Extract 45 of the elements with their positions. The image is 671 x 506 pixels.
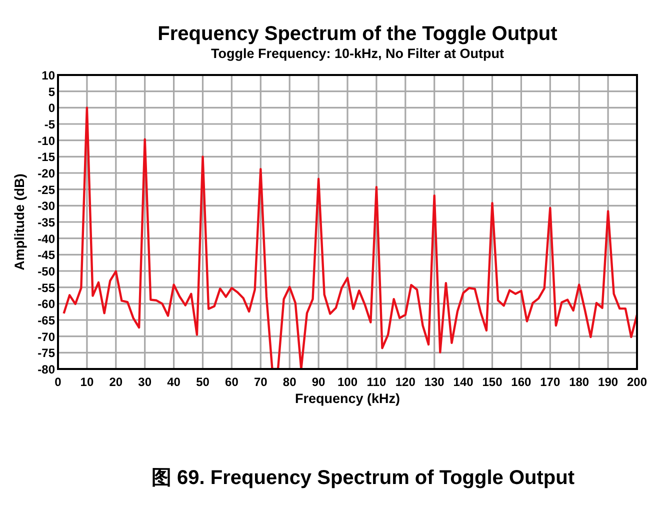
y-tick-label: -40 (38, 232, 56, 246)
y-tick-label: -20 (38, 166, 56, 180)
y-tick-label: -5 (44, 118, 56, 132)
caption: 图 69. Frequency Spectrum of Toggle Output (152, 467, 575, 489)
x-tick-label: 40 (167, 375, 181, 389)
y-axis-title: Amplitude (dB) (12, 174, 27, 270)
x-tick-label: 100 (337, 375, 358, 389)
x-tick-label: 70 (254, 375, 268, 389)
x-tick-label: 90 (312, 375, 326, 389)
x-tick-label: 130 (424, 375, 445, 389)
x-tick-label: 200 (626, 375, 648, 389)
x-tick-label: 120 (395, 375, 416, 389)
line-series (62, 106, 637, 369)
x-tick-label: 60 (225, 375, 239, 389)
y-tick-label: -15 (38, 150, 56, 164)
x-tick-label: 20 (109, 375, 123, 389)
x-tick-label: 150 (482, 375, 503, 389)
y-tick-label: -45 (38, 248, 56, 262)
y-tick-label: -55 (38, 280, 56, 295)
y-tick-label: -25 (38, 182, 56, 197)
x-tick-label: 190 (598, 375, 618, 389)
x-tick-label: 80 (282, 375, 297, 389)
x-axis-title: Frequency (kHz) (294, 391, 400, 406)
y-tick-label: -30 (38, 199, 56, 214)
chart-title: Frequency Spectrum of the Toggle Output (158, 23, 558, 45)
x-tick-label: 10 (80, 375, 94, 389)
x-tick-label: 30 (138, 375, 152, 389)
y-tick-label: -80 (38, 362, 56, 376)
x-tick-label: 160 (511, 375, 532, 389)
y-tick-label: 10 (42, 68, 56, 82)
y-tick-label: -35 (38, 216, 56, 230)
y-tick-label: -60 (38, 297, 56, 312)
y-tick-label: -75 (38, 346, 56, 360)
x-tick-label: 140 (453, 375, 474, 389)
y-tick-label: -70 (38, 330, 56, 344)
x-tick-label: 50 (196, 375, 210, 389)
y-tick-label: -50 (38, 264, 56, 278)
y-tick-label: -65 (38, 314, 56, 328)
x-tick-label: 170 (540, 375, 560, 389)
y-tick-label: -10 (38, 134, 56, 148)
chart-subtitle: Toggle Frequency: 10-kHz, No Filter at Output (210, 46, 505, 61)
y-tick-label: 5 (48, 84, 56, 99)
y-tick-label: 0 (48, 101, 56, 116)
x-tick-label: 180 (569, 375, 590, 389)
x-tick-label: 110 (366, 375, 386, 389)
